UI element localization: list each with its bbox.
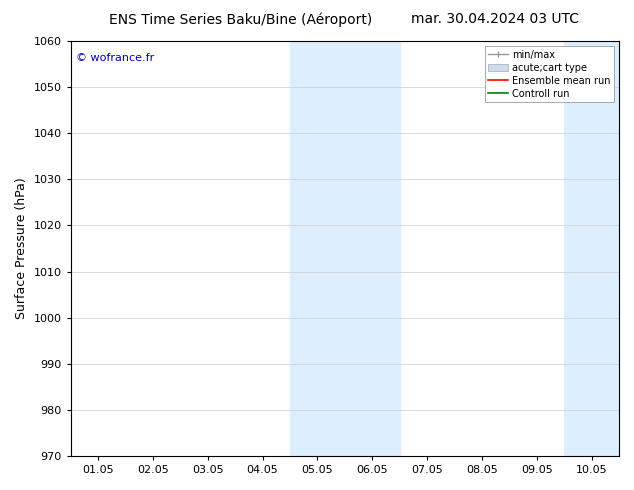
Text: ENS Time Series Baku/Bine (Aéroport): ENS Time Series Baku/Bine (Aéroport): [109, 12, 373, 27]
Bar: [564, 41, 634, 456]
Bar: [290, 41, 399, 456]
Legend: min/max, acute;cart type, Ensemble mean run, Controll run: min/max, acute;cart type, Ensemble mean …: [484, 46, 614, 102]
Y-axis label: Surface Pressure (hPa): Surface Pressure (hPa): [15, 178, 28, 319]
Text: © wofrance.fr: © wofrance.fr: [76, 53, 155, 64]
Text: mar. 30.04.2024 03 UTC: mar. 30.04.2024 03 UTC: [411, 12, 578, 26]
